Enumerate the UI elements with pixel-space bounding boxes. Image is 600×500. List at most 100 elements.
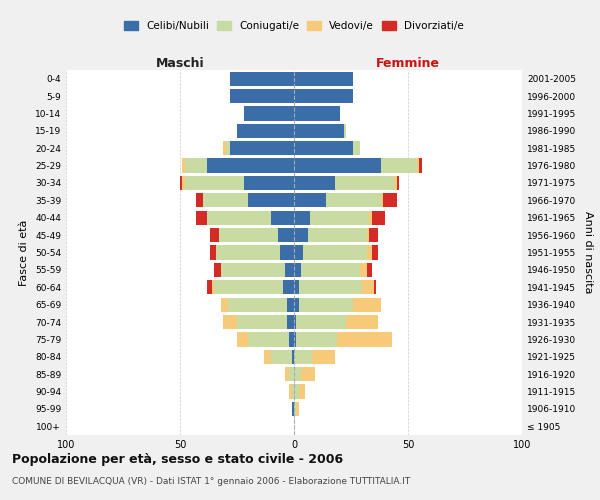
Bar (244, 106, 294, 120)
Bar (212, 280, 214, 294)
Bar (294, 176, 335, 190)
Bar (294, 158, 380, 172)
Bar (278, 228, 294, 242)
Bar (335, 176, 394, 190)
Bar (208, 158, 294, 172)
Bar (208, 280, 212, 294)
Bar (374, 280, 376, 294)
Bar (219, 228, 278, 242)
Bar (248, 332, 289, 346)
Bar (294, 106, 340, 120)
Bar (380, 193, 383, 208)
Bar (285, 263, 294, 277)
Bar (294, 246, 303, 260)
Bar (308, 228, 367, 242)
Bar (294, 402, 296, 416)
Bar (289, 332, 294, 346)
Bar (230, 72, 294, 86)
Bar (346, 315, 379, 329)
Bar (185, 176, 244, 190)
Bar (369, 210, 371, 225)
Bar (294, 210, 310, 225)
Bar (380, 158, 417, 172)
Bar (271, 350, 292, 364)
Bar (353, 141, 360, 156)
Bar (294, 384, 299, 398)
Bar (244, 176, 294, 190)
Bar (294, 280, 299, 294)
Bar (182, 158, 185, 172)
Bar (294, 367, 301, 382)
Bar (217, 246, 280, 260)
Bar (287, 298, 294, 312)
Text: Popolazione per età, sesso e stato civile - 2006: Popolazione per età, sesso e stato civil… (12, 452, 343, 466)
Bar (310, 210, 369, 225)
Bar (180, 176, 182, 190)
Bar (301, 367, 314, 382)
Bar (228, 298, 287, 312)
Bar (214, 280, 283, 294)
Text: Maschi: Maschi (155, 57, 205, 70)
Bar (369, 228, 379, 242)
Bar (230, 141, 294, 156)
Bar (296, 332, 337, 346)
Bar (294, 124, 344, 138)
Bar (182, 176, 185, 190)
Bar (292, 350, 294, 364)
Legend: Celibi/Nubili, Coniugati/e, Vedovi/e, Divorziati/e: Celibi/Nubili, Coniugati/e, Vedovi/e, Di… (120, 17, 468, 35)
Bar (280, 246, 294, 260)
Bar (294, 141, 353, 156)
Bar (294, 193, 326, 208)
Bar (271, 210, 294, 225)
Bar (208, 210, 271, 225)
Bar (360, 263, 367, 277)
Bar (237, 124, 294, 138)
Bar (337, 332, 392, 346)
Bar (301, 263, 360, 277)
Bar (397, 176, 399, 190)
Bar (237, 315, 287, 329)
Bar (294, 89, 353, 103)
Bar (344, 124, 346, 138)
Bar (230, 89, 294, 103)
Bar (312, 350, 335, 364)
Bar (294, 298, 299, 312)
Bar (371, 210, 385, 225)
Bar (196, 210, 208, 225)
Bar (367, 228, 369, 242)
Text: Femmine: Femmine (376, 57, 440, 70)
Bar (419, 158, 422, 172)
Bar (221, 298, 228, 312)
Bar (294, 332, 296, 346)
Bar (299, 298, 353, 312)
Bar (248, 193, 294, 208)
Bar (383, 193, 397, 208)
Bar (209, 228, 219, 242)
Bar (185, 158, 208, 172)
Bar (296, 315, 346, 329)
Bar (226, 141, 230, 156)
Bar (221, 263, 285, 277)
Bar (292, 384, 294, 398)
Bar (326, 193, 380, 208)
Bar (394, 176, 397, 190)
Bar (417, 158, 419, 172)
Bar (237, 332, 248, 346)
Bar (223, 315, 237, 329)
Bar (265, 350, 271, 364)
Bar (353, 298, 380, 312)
Bar (296, 402, 299, 416)
Bar (285, 367, 289, 382)
Bar (299, 280, 362, 294)
Bar (303, 246, 367, 260)
Bar (294, 350, 312, 364)
Bar (294, 263, 301, 277)
Bar (294, 315, 296, 329)
Bar (289, 384, 292, 398)
Bar (371, 246, 379, 260)
Bar (294, 228, 308, 242)
Bar (289, 367, 294, 382)
Y-axis label: Fasce di età: Fasce di età (19, 220, 29, 286)
Bar (223, 141, 226, 156)
Bar (287, 315, 294, 329)
